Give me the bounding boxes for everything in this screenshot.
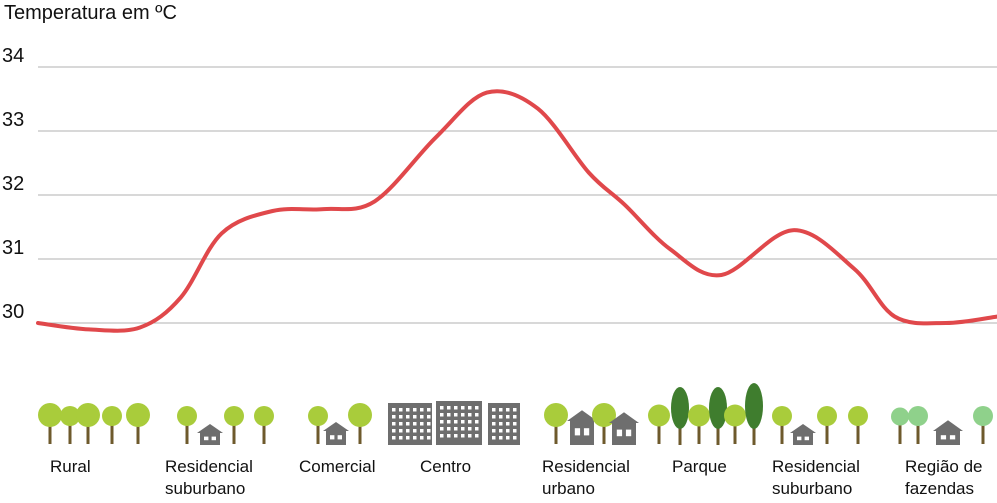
house-trees-icon [177, 406, 274, 445]
y-tick-label: 34 [2, 45, 25, 67]
category-label: Residencial suburbano [165, 457, 253, 498]
y-tick-label: 33 [2, 109, 25, 131]
house-trees-icon [772, 406, 868, 445]
category-label: Rural [50, 457, 91, 476]
trees-icon [38, 403, 150, 444]
category-label: Residencial suburbano [772, 457, 860, 498]
category-label: Comercial [299, 457, 376, 476]
y-axis-title: Temperatura em ºC [4, 2, 177, 24]
shop-trees-icon [308, 403, 372, 445]
landscape-icons [38, 383, 993, 445]
gridlines [38, 66, 997, 324]
y-tick-label: 31 [2, 237, 25, 259]
temperature-line [36, 89, 997, 333]
park-trees-icon [648, 383, 763, 445]
category-label: Centro [420, 457, 472, 476]
office-buildings-icon [388, 401, 520, 445]
category-label: Parque [672, 457, 727, 476]
y-tick-label: 30 [2, 301, 25, 323]
townhouses-trees-icon [544, 403, 639, 445]
y-tick-label: 32 [2, 173, 25, 195]
category-label: Região de fazendas [905, 457, 983, 498]
category-label: Residencial urbano [542, 457, 630, 498]
farm-trees-icon [891, 406, 993, 445]
